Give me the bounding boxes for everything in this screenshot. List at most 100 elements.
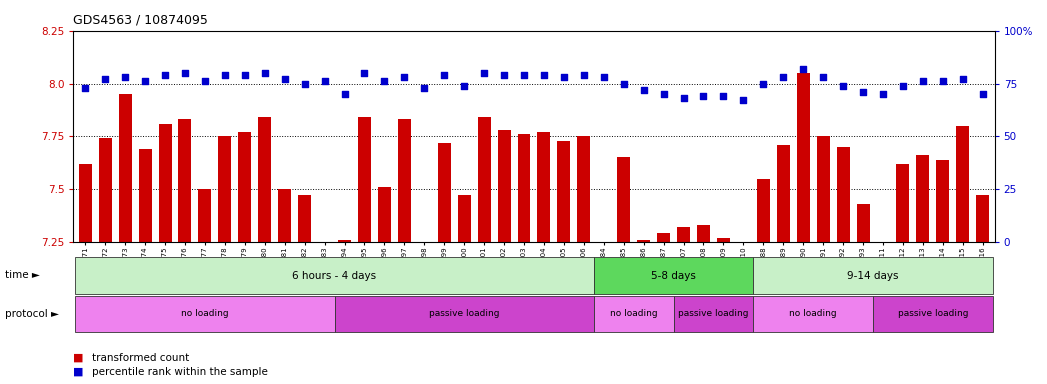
- Bar: [75, 296, 335, 332]
- Bar: [673, 296, 754, 332]
- Point: [515, 72, 532, 78]
- Point: [536, 72, 553, 78]
- Point: [237, 72, 253, 78]
- Point: [276, 76, 293, 83]
- Text: ■: ■: [73, 353, 87, 363]
- Point: [316, 78, 333, 84]
- Bar: [754, 296, 873, 332]
- Point: [556, 74, 573, 80]
- Point: [636, 87, 652, 93]
- Bar: [219, 136, 231, 242]
- Bar: [658, 233, 670, 242]
- Bar: [75, 257, 594, 294]
- Bar: [138, 149, 152, 242]
- Bar: [956, 126, 970, 242]
- Text: time ►: time ►: [5, 270, 40, 280]
- Point: [655, 91, 672, 97]
- Text: no loading: no loading: [609, 310, 658, 318]
- Point: [735, 98, 752, 104]
- Point: [455, 83, 472, 89]
- Point: [975, 91, 992, 97]
- Bar: [335, 296, 594, 332]
- Point: [616, 81, 632, 87]
- Text: 9-14 days: 9-14 days: [847, 270, 898, 281]
- Bar: [477, 118, 491, 242]
- Point: [177, 70, 194, 76]
- Bar: [697, 225, 710, 242]
- Point: [356, 70, 373, 76]
- Point: [854, 89, 871, 95]
- Bar: [594, 296, 673, 332]
- Point: [217, 72, 233, 78]
- Point: [257, 70, 273, 76]
- Bar: [338, 240, 351, 242]
- Point: [96, 76, 113, 83]
- Text: percentile rank within the sample: percentile rank within the sample: [92, 367, 268, 377]
- Bar: [259, 118, 271, 242]
- Point: [914, 78, 931, 84]
- Point: [695, 93, 712, 99]
- Bar: [837, 147, 849, 242]
- Bar: [398, 119, 410, 242]
- Bar: [717, 238, 730, 242]
- Bar: [817, 136, 829, 242]
- Point: [755, 81, 772, 87]
- Point: [416, 85, 432, 91]
- Bar: [178, 119, 192, 242]
- Bar: [199, 189, 211, 242]
- Bar: [298, 195, 311, 242]
- Point: [495, 72, 512, 78]
- Bar: [757, 179, 770, 242]
- Text: no loading: no loading: [181, 310, 228, 318]
- Point: [815, 74, 831, 80]
- Bar: [118, 94, 132, 242]
- Point: [336, 91, 353, 97]
- Point: [376, 78, 393, 84]
- Bar: [577, 136, 591, 242]
- Bar: [239, 132, 251, 242]
- Bar: [797, 73, 809, 242]
- Bar: [896, 164, 910, 242]
- Point: [197, 78, 214, 84]
- Bar: [557, 141, 571, 242]
- Point: [296, 81, 313, 87]
- Point: [436, 72, 452, 78]
- Bar: [638, 240, 650, 242]
- Bar: [279, 189, 291, 242]
- Text: passive loading: passive loading: [678, 310, 749, 318]
- Bar: [618, 157, 630, 242]
- Point: [834, 83, 851, 89]
- Point: [775, 74, 792, 80]
- Bar: [856, 204, 869, 242]
- Bar: [458, 195, 471, 242]
- Point: [596, 74, 612, 80]
- Text: transformed count: transformed count: [92, 353, 190, 363]
- Point: [396, 74, 413, 80]
- Text: no loading: no loading: [789, 310, 837, 318]
- Point: [76, 85, 93, 91]
- Bar: [936, 160, 950, 242]
- Point: [795, 66, 811, 72]
- Bar: [537, 132, 551, 242]
- Point: [894, 83, 911, 89]
- Bar: [976, 195, 989, 242]
- Bar: [358, 118, 371, 242]
- Point: [137, 78, 154, 84]
- Bar: [438, 143, 450, 242]
- Bar: [873, 296, 993, 332]
- Bar: [497, 130, 511, 242]
- Point: [675, 95, 692, 101]
- Bar: [517, 134, 531, 242]
- Bar: [777, 145, 789, 242]
- Point: [955, 76, 972, 83]
- Bar: [916, 156, 930, 242]
- Bar: [594, 257, 754, 294]
- Text: 5-8 days: 5-8 days: [651, 270, 696, 281]
- Bar: [378, 187, 391, 242]
- Text: passive loading: passive loading: [429, 310, 499, 318]
- Text: protocol ►: protocol ►: [5, 309, 60, 319]
- Point: [157, 72, 174, 78]
- Bar: [79, 164, 92, 242]
- Bar: [98, 139, 112, 242]
- Point: [475, 70, 492, 76]
